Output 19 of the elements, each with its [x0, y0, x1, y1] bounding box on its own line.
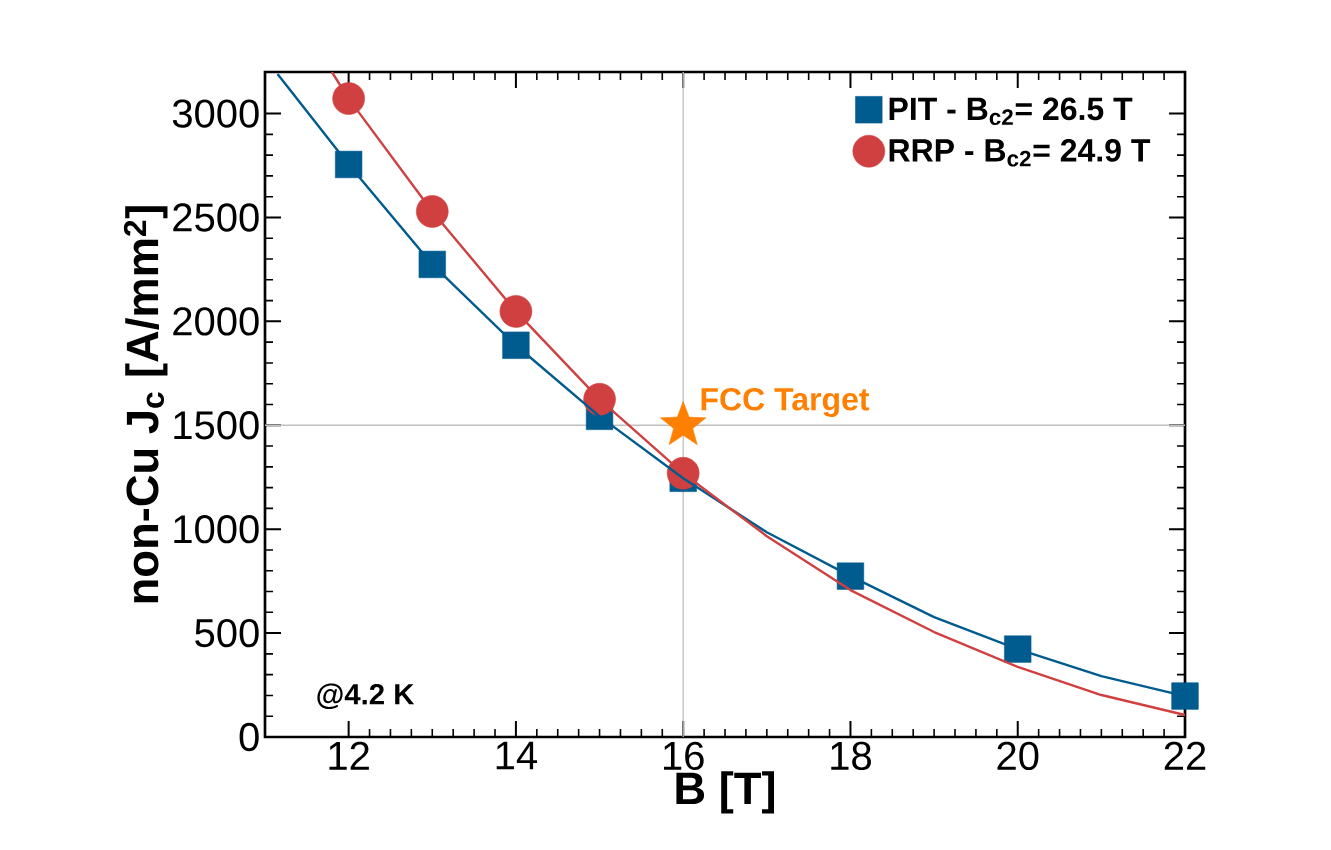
- legend-label: PIT - B$_{c2}$= 26.5 T: [889, 97, 1133, 126]
- y-tick-label: 1000: [174, 515, 259, 544]
- y-tick-label: 500: [195, 618, 259, 648]
- x-tick-label: 16: [664, 741, 704, 771]
- annotation: @4.2 K: [317, 683, 415, 710]
- text: non-Cu J$_{c}$ [A/mm$^{2}$]: [123, 206, 168, 603]
- x-axis-title: B [T]: [676, 771, 775, 814]
- x-tick-label: 18: [831, 741, 871, 771]
- y-tick-label: 3000: [172, 99, 259, 128]
- x-tick-label: 14: [496, 741, 537, 770]
- series-label: FCC Target: [701, 387, 870, 418]
- x-tick-label: 22: [1164, 741, 1206, 770]
- legend-label: RRP - B$_{c2}$= 24.9 T: [889, 139, 1151, 167]
- y-tick-label: 2500: [173, 203, 259, 232]
- y-tick-label: 1500: [174, 411, 259, 440]
- y-tick-label: 2000: [173, 307, 259, 336]
- x-tick-label: 20: [997, 741, 1039, 771]
- y-tick-label: 0: [239, 722, 259, 752]
- x-tick-label: 12: [329, 741, 369, 770]
